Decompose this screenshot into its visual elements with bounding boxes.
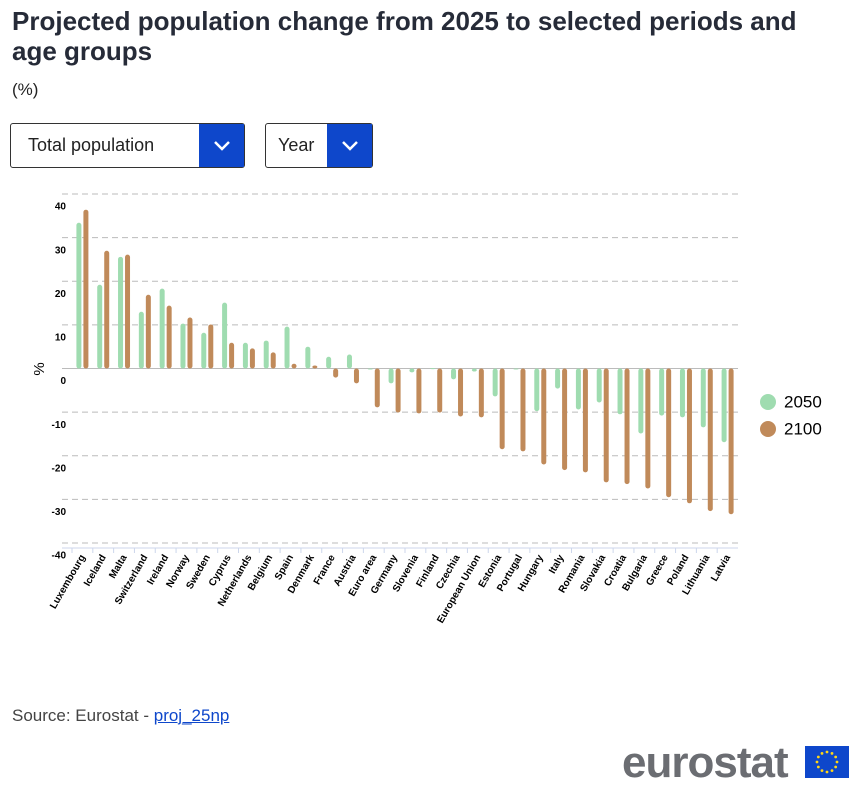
bar	[166, 305, 172, 369]
bar	[291, 363, 297, 369]
bar	[728, 368, 734, 515]
bar	[520, 368, 526, 452]
bar	[367, 368, 373, 370]
bar	[416, 368, 422, 414]
dropdown-button[interactable]	[199, 124, 244, 167]
bar	[679, 368, 685, 418]
y-axis-label: %	[31, 362, 48, 375]
bar	[229, 342, 235, 369]
y-tick-label: -40	[52, 551, 67, 562]
bar	[346, 354, 352, 369]
bar	[145, 294, 151, 369]
dropdown-button[interactable]	[327, 124, 372, 167]
bar	[395, 368, 401, 413]
bar	[666, 368, 672, 498]
eu-flag	[805, 746, 849, 778]
y-tick-label: 30	[55, 245, 67, 256]
bar	[284, 326, 290, 369]
bar	[451, 368, 457, 380]
bar	[499, 368, 505, 450]
y-tick-label: 40	[55, 202, 67, 213]
bar	[513, 368, 519, 370]
legend-marker	[760, 421, 776, 437]
y-tick-label: 10	[55, 333, 67, 344]
bar	[638, 368, 644, 434]
chart-title: Projected population change from 2025 to…	[12, 6, 797, 66]
y-tick-label: 20	[55, 289, 67, 300]
bar	[492, 368, 498, 397]
bar	[659, 368, 665, 416]
bar	[353, 368, 359, 384]
bar	[686, 368, 692, 504]
bar	[374, 368, 380, 408]
bar	[707, 368, 713, 512]
source-link[interactable]: proj_25np	[153, 706, 230, 725]
y-tick-label: -20	[52, 463, 67, 474]
bar	[180, 323, 186, 369]
bar	[159, 288, 165, 369]
bar	[270, 352, 276, 369]
bar	[645, 368, 651, 489]
bar	[388, 368, 394, 384]
bar	[534, 368, 540, 412]
dropdown-label: Year	[278, 135, 315, 155]
bar	[138, 311, 144, 369]
bar	[624, 368, 630, 485]
bar	[409, 368, 415, 373]
chevron	[213, 140, 230, 151]
source: Source: Eurostat - proj_25np	[12, 706, 229, 726]
bar	[242, 342, 248, 369]
bar	[478, 368, 484, 418]
legend-label: 2100	[784, 419, 822, 438]
bar	[700, 368, 706, 428]
bar	[617, 368, 623, 415]
bar	[471, 368, 477, 372]
dropdown-label: Total population	[28, 135, 155, 155]
bar	[118, 256, 124, 369]
bar	[305, 346, 311, 369]
bar	[312, 365, 318, 369]
dropdown[interactable]: Total population	[10, 123, 245, 168]
bar	[83, 209, 89, 369]
x-tick-label: Latvia	[709, 553, 733, 584]
bar	[596, 368, 602, 403]
bar	[104, 250, 110, 369]
bar	[437, 368, 443, 413]
bar	[333, 368, 339, 378]
x-tick-label: Italy	[547, 553, 567, 576]
bar	[125, 254, 131, 369]
bar	[249, 348, 255, 369]
subtitle: (%)	[12, 80, 39, 99]
chevron	[341, 140, 358, 151]
chart: % -40-30-20-10010203040LuxembourgIceland…	[31, 193, 822, 625]
bar	[222, 302, 228, 369]
logo-text: eurostat	[622, 738, 789, 787]
y-tick-label: -10	[52, 420, 67, 431]
bar	[458, 368, 464, 417]
y-tick-label: -30	[52, 507, 67, 518]
legend-label: 2050	[784, 392, 822, 411]
bar	[263, 340, 269, 369]
bar	[603, 368, 609, 483]
legend-marker	[760, 394, 776, 410]
bar	[562, 368, 568, 471]
bar	[201, 332, 207, 369]
bar	[97, 284, 103, 369]
bar	[541, 368, 547, 465]
bar	[326, 356, 332, 369]
bar	[575, 368, 581, 410]
bar	[76, 222, 82, 369]
bar	[582, 368, 588, 473]
bar	[208, 324, 214, 369]
bar	[430, 368, 436, 370]
bar	[721, 368, 727, 443]
bar	[187, 317, 193, 369]
y-tick-label: 0	[60, 376, 66, 387]
dropdown[interactable]: Year	[265, 123, 373, 168]
source-text: Source: Eurostat -	[12, 706, 154, 725]
bar	[555, 368, 561, 389]
